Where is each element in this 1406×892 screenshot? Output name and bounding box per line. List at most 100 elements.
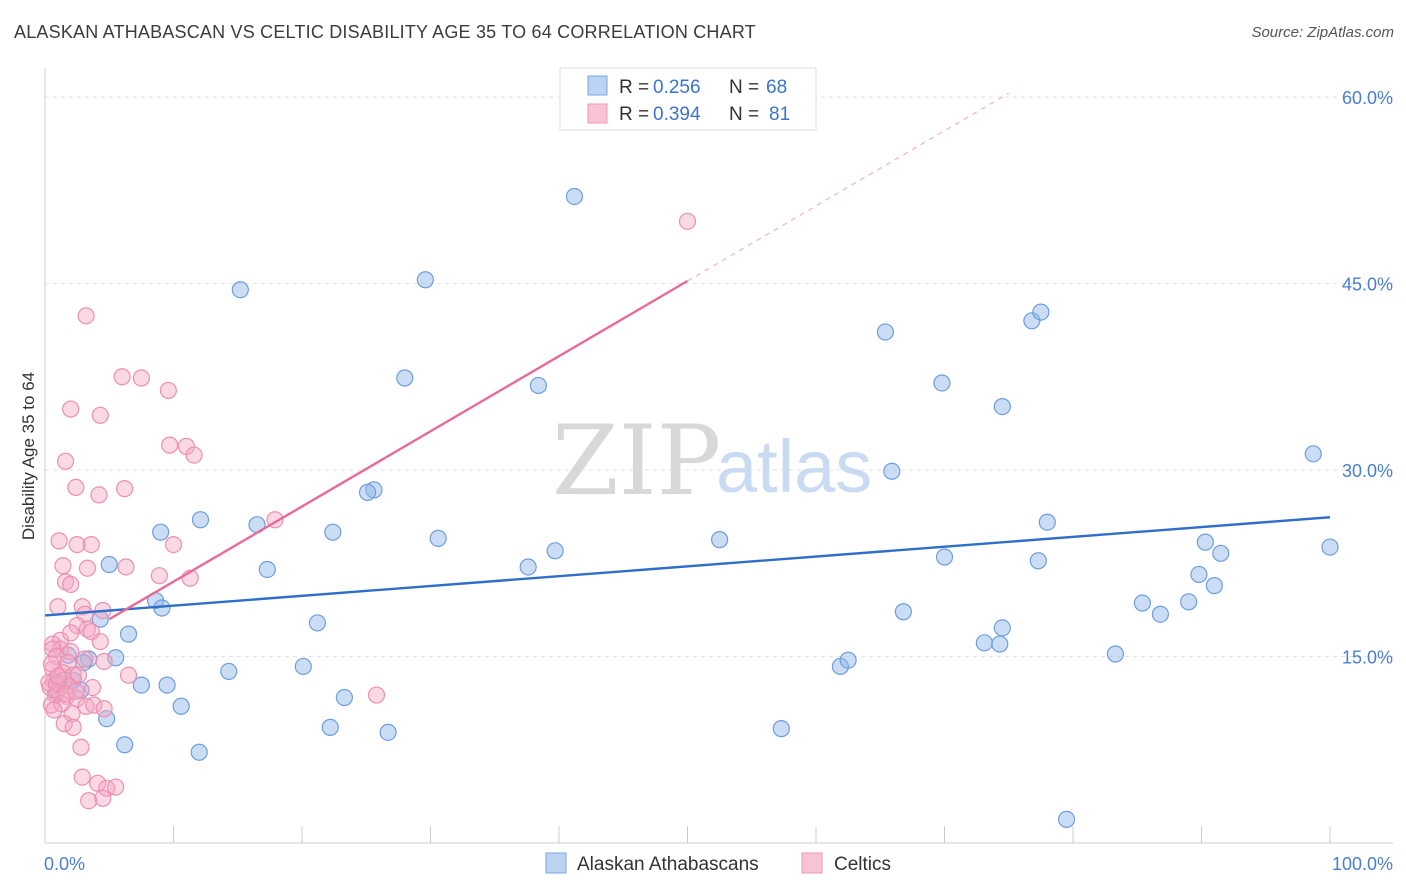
athabascan-point-36 (894, 603, 912, 621)
athabascan-point-37 (1133, 594, 1151, 612)
athabascan-point-13 (358, 483, 377, 501)
celtic-point-75 (67, 682, 85, 700)
celtic-point-67 (89, 774, 107, 792)
chart-title: ALASKAN ATHABASCAN VS CELTIC DISABILITY … (14, 22, 756, 42)
athabascan-point-48 (220, 662, 238, 681)
series-legend-swatch-athabascan (545, 852, 567, 874)
legend-swatch-celtic (587, 103, 608, 124)
athabascan-point-7 (1032, 303, 1050, 321)
legend-r-value-1: 0.256 (653, 77, 701, 98)
athabascan-point-57 (321, 718, 339, 736)
athabascan-point-42 (993, 619, 1011, 637)
celtic-point-79 (82, 623, 100, 641)
celtic-point-41 (95, 652, 113, 671)
athabascan-point-41 (975, 634, 993, 652)
y-tick-label-1: 30.0% (1342, 461, 1393, 481)
celtic-point-10 (56, 452, 75, 470)
athabascan-point-4 (529, 376, 548, 395)
legend-n-value-2: 81 (769, 104, 790, 125)
athabascan-point-43 (991, 635, 1009, 653)
celtic-point-18 (164, 535, 183, 554)
celtic-trend-line (108, 279, 689, 621)
legend-r-value-2: 0.394 (653, 104, 701, 125)
athabascan-point-22 (1196, 533, 1214, 551)
celtic-trend-extension (687, 92, 1010, 282)
athabascan-point-44 (1106, 645, 1125, 663)
y-axis-label: Disability Age 35 to 64 (19, 372, 38, 540)
celtic-point-12 (90, 486, 108, 504)
celtic-point-0 (678, 212, 697, 230)
athabascan-point-28 (935, 548, 954, 566)
celtic-point-5 (62, 400, 80, 418)
correlation-legend: R = 0.256 N = 68 R = 0.394 N = 81 (559, 67, 817, 131)
athabascan-point-56 (98, 710, 116, 728)
celtic-point-16 (68, 535, 86, 554)
celtic-point-4 (159, 381, 177, 400)
celtic-point-19 (54, 557, 72, 575)
athabascan-point-14 (152, 523, 170, 541)
source-label: Source: ZipAtlas.com (1251, 24, 1394, 41)
athabascan-point-25 (258, 560, 276, 579)
athabascan-point-61 (190, 743, 208, 761)
series-legend-celtic: Celtics (834, 854, 891, 875)
celtic-point-59 (95, 700, 113, 718)
series-legend: Alaskan Athabascans Celtics (545, 852, 891, 875)
athabascan-point-1 (231, 281, 249, 299)
celtic-point-6 (91, 406, 109, 424)
celtic-point-1 (77, 307, 95, 325)
legend-n-label-1: N = (729, 77, 759, 98)
trend-lines (44, 92, 1331, 621)
athabascan-point-21 (1321, 538, 1339, 556)
series-legend-swatch-celtic (801, 852, 823, 874)
athabascan-point-30 (1190, 565, 1208, 584)
celtic-point-26 (49, 598, 67, 616)
athabascan-point-54 (335, 688, 354, 707)
athabascan-point-26 (519, 558, 537, 576)
athabascan-point-53 (158, 676, 176, 694)
axes (44, 68, 1393, 844)
athabascan-point-2 (416, 271, 434, 289)
athabascan-point-39 (1180, 593, 1198, 611)
celtic-point-80 (49, 667, 67, 685)
celtic-point-20 (78, 559, 97, 577)
athabascan-point-35 (308, 614, 327, 632)
athabascan-point-27 (546, 542, 564, 560)
legend-n-label-2: N = (729, 104, 759, 125)
celtic-point-63 (64, 718, 82, 736)
athabascan-point-52 (132, 676, 150, 694)
celtic-point-7 (161, 436, 179, 454)
celtic-point-68 (98, 779, 116, 797)
celtic-point-23 (150, 567, 168, 585)
athabascan-point-49 (294, 657, 312, 676)
athabascan-point-15 (191, 511, 210, 529)
athabascan-point-38 (1151, 605, 1169, 623)
celtic-point-21 (117, 558, 135, 576)
athabascan-trend-line (44, 516, 1331, 617)
data-points (40, 187, 1339, 828)
y-tick-label-0: 15.0% (1342, 648, 1393, 668)
celtic-point-69 (107, 778, 125, 796)
celtic-point-15 (50, 532, 68, 550)
series-legend-athabascan: Alaskan Athabascans (577, 854, 759, 875)
athabascan-point-17 (324, 523, 342, 541)
athabascan-point-55 (172, 697, 190, 715)
watermark-atlas: atlas (716, 425, 872, 508)
celtic-point-58 (85, 696, 103, 714)
celtic-point-71 (94, 789, 112, 807)
athabascan-point-18 (429, 529, 447, 547)
celtic-point-60 (45, 701, 63, 719)
celtic-point-3 (132, 369, 150, 387)
x-tick-labels: 0.0% 100.0% (44, 854, 1393, 874)
x-tick-label-1: 100.0% (1332, 854, 1393, 874)
grid-lines (45, 96, 1393, 657)
celtic-point-2 (113, 368, 131, 386)
athabascan-point-11 (883, 462, 901, 480)
athabascan-point-20 (1038, 513, 1056, 531)
athabascan-point-9 (993, 397, 1011, 416)
celtic-point-9 (185, 446, 203, 464)
legend-n-value-1: 68 (766, 77, 787, 98)
celtic-point-70 (80, 792, 98, 810)
celtic-point-62 (55, 715, 73, 733)
celtic-point-78 (62, 624, 80, 642)
